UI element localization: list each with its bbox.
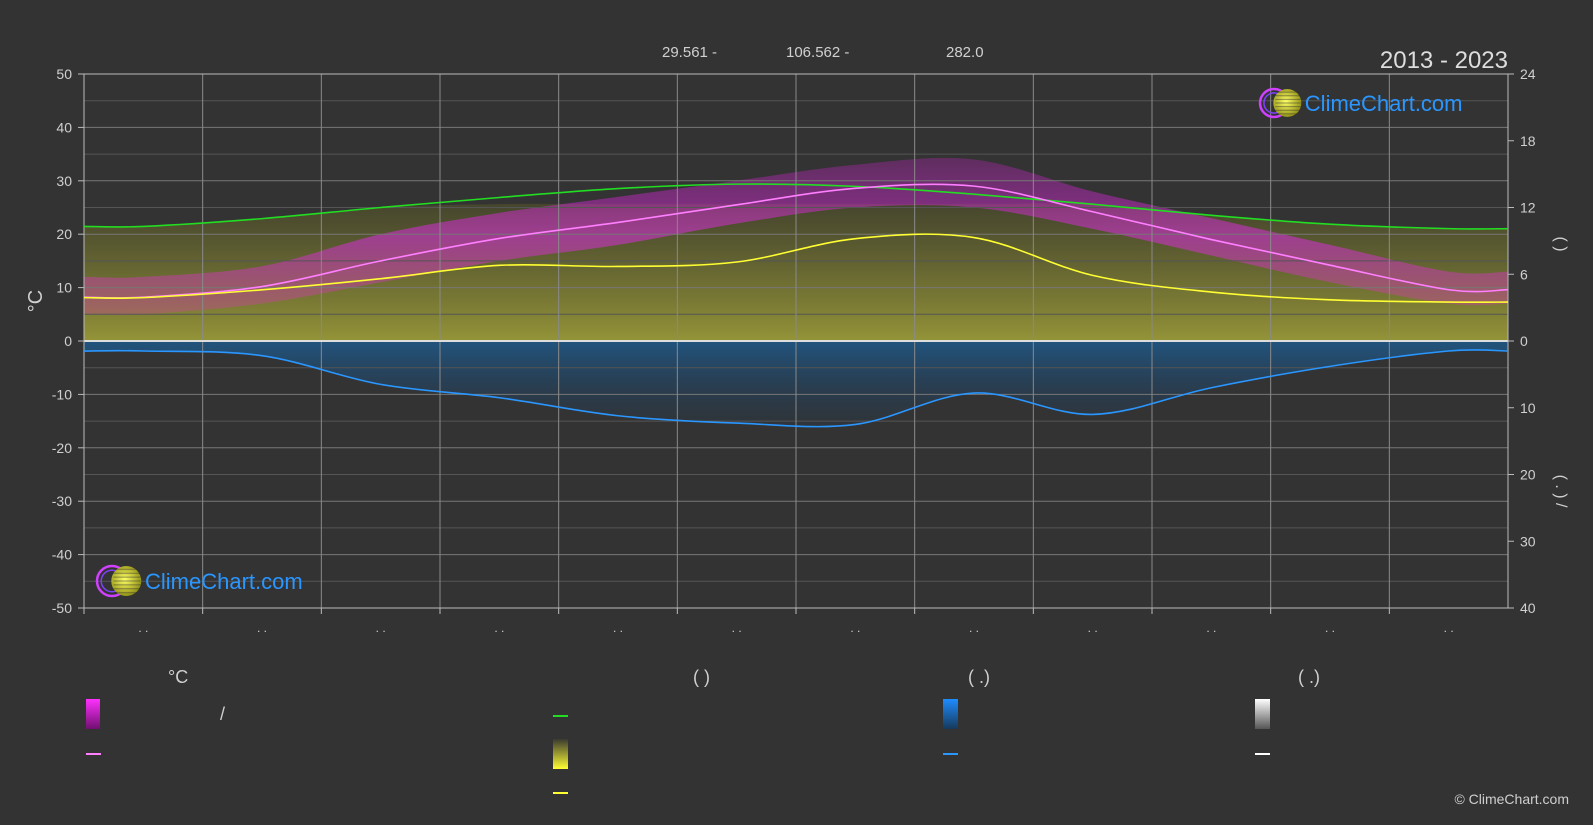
logo-bottom-text: ClimeChart.com xyxy=(145,569,303,594)
x-tick-label: . . xyxy=(1088,621,1098,635)
y-tick-left: -40 xyxy=(52,547,72,563)
y-axis-label-left: °C xyxy=(25,290,47,312)
y-tick-right-bottom: 40 xyxy=(1520,600,1536,616)
x-tick-label: . . xyxy=(138,621,148,635)
header-longitude: 106.562 - xyxy=(786,44,849,61)
legend-sun-header: ( ) xyxy=(693,667,710,687)
x-tick-label: . . xyxy=(1206,621,1216,635)
copyright-text: © ClimeChart.com xyxy=(1454,791,1569,807)
y-tick-right-top: 0 xyxy=(1520,333,1528,349)
y-tick-left: -30 xyxy=(52,493,72,509)
legend-rain-swatch xyxy=(943,699,958,729)
y-tick-right-top: 12 xyxy=(1520,200,1536,216)
x-tick-label: . . xyxy=(257,621,267,635)
x-tick-label: . . xyxy=(494,621,504,635)
y-tick-left: 50 xyxy=(56,66,72,82)
y-tick-right-top: 6 xyxy=(1520,266,1528,282)
header-elevation: 282.0 xyxy=(946,44,984,61)
x-tick-label: . . xyxy=(613,621,623,635)
legend-rain-header: ( .) xyxy=(968,667,990,687)
header-latitude: 29.561 - xyxy=(662,44,717,61)
logo-top-text: ClimeChart.com xyxy=(1305,91,1463,116)
y-tick-left: 20 xyxy=(56,226,72,242)
legend-temp-header: °C xyxy=(168,667,188,687)
y-tick-left: -50 xyxy=(52,600,72,616)
y-tick-right-bottom: 10 xyxy=(1520,400,1536,416)
x-tick-label: . . xyxy=(1325,621,1335,635)
y-tick-left: -10 xyxy=(52,386,72,402)
y-axis-label-right-bottom: ( . ) / xyxy=(1552,475,1569,508)
y-tick-right-top: 24 xyxy=(1520,66,1536,82)
x-tick-label: . . xyxy=(1444,621,1454,635)
legend-temp-slash: / xyxy=(220,704,225,724)
y-tick-left: 40 xyxy=(56,119,72,135)
x-tick-label: . . xyxy=(850,621,860,635)
y-tick-right-bottom: 20 xyxy=(1520,467,1536,483)
y-tick-right-bottom: 30 xyxy=(1520,533,1536,549)
y-axis-label-right-top: ( ) xyxy=(1552,236,1569,251)
y-tick-left: -20 xyxy=(52,440,72,456)
legend-snow-header: ( .) xyxy=(1298,667,1320,687)
x-tick-label: . . xyxy=(969,621,979,635)
precipitation-line xyxy=(83,349,1509,428)
legend-snow-swatch xyxy=(1255,699,1270,729)
x-tick-label: . . xyxy=(376,621,386,635)
x-tick-label: . . xyxy=(732,621,742,635)
daylight-line xyxy=(83,183,1509,230)
y-tick-left: 10 xyxy=(56,280,72,296)
mean-temperature-line xyxy=(83,183,1509,299)
legend-sunshine-swatch xyxy=(553,739,568,769)
sunshine-line xyxy=(83,233,1509,304)
legend-temp-range-swatch xyxy=(86,699,100,729)
y-tick-left: 0 xyxy=(64,333,72,349)
year-range: 2013 - 2023 xyxy=(1380,47,1508,74)
y-tick-left: 30 xyxy=(56,173,72,189)
y-tick-right-top: 18 xyxy=(1520,133,1536,149)
